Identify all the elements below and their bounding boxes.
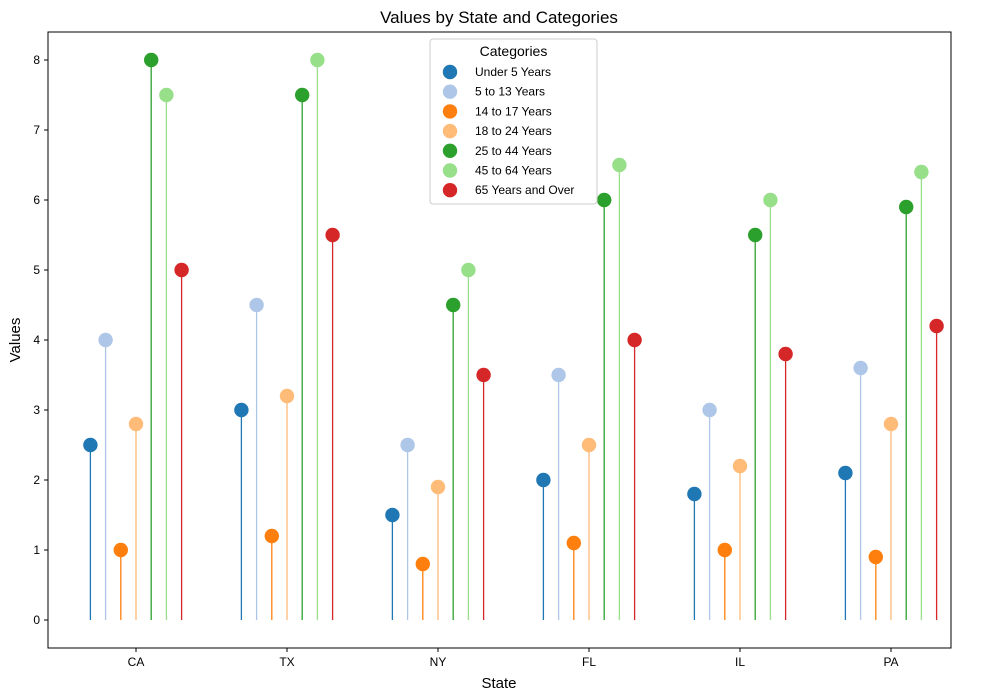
lollipop-point <box>430 479 446 495</box>
legend-label: 18 to 24 Years <box>475 124 552 138</box>
lollipop-point <box>551 367 566 383</box>
y-tick-label: 2 <box>33 473 40 487</box>
lollipop-point <box>385 507 400 523</box>
y-tick-label: 1 <box>33 543 40 557</box>
lollipop-point <box>883 416 899 432</box>
x-tick-label: TX <box>279 655 294 669</box>
legend-marker <box>442 143 458 158</box>
legend-marker <box>442 163 458 178</box>
lollipop-point <box>279 388 295 404</box>
chart-title: Values by State and Categories <box>380 8 618 27</box>
lollipop-point <box>687 486 702 502</box>
lollipop-point <box>536 472 551 488</box>
x-tick-label: NY <box>430 655 447 669</box>
lollipop-point <box>612 157 627 173</box>
lollipop-point <box>581 437 597 453</box>
lollipop-point <box>868 549 883 565</box>
lollipop-point <box>310 52 325 68</box>
lollipop-point <box>159 87 174 103</box>
lollipop-point <box>128 416 144 432</box>
y-tick-label: 3 <box>33 403 40 417</box>
legend-label: 5 to 13 Years <box>475 85 545 99</box>
y-tick-label: 7 <box>33 123 40 137</box>
lollipop-point <box>461 262 476 278</box>
lollipop-point <box>113 542 128 558</box>
x-axis-title: State <box>481 675 516 692</box>
lollipop-point <box>83 437 98 453</box>
x-tick-label: PA <box>883 655 898 669</box>
plot-area: 0 1 2 3 4 5 6 7 8 CA TX NY FL IL PA <box>33 31 952 669</box>
lollipop-point <box>929 318 944 334</box>
y-tick-label: 4 <box>33 333 40 347</box>
y-tick-label: 0 <box>33 613 40 627</box>
legend-label: 14 to 17 Years <box>475 104 552 118</box>
lollipop-point <box>914 164 929 180</box>
lollipop-point <box>853 360 868 376</box>
lollipop-point <box>144 52 159 68</box>
legend-marker <box>442 104 458 119</box>
legend-marker <box>442 64 458 80</box>
lollipop-point <box>778 346 793 362</box>
lollipop-point <box>295 87 310 103</box>
legend-marker <box>442 123 458 139</box>
lollipop-point <box>732 458 748 474</box>
legend-marker <box>442 183 458 198</box>
lollipop-point <box>446 297 461 313</box>
legend-marker <box>442 84 458 99</box>
legend-label: 45 to 64 Years <box>475 164 552 178</box>
y-axis-title: Values <box>7 318 24 363</box>
lollipop-point <box>717 542 732 558</box>
legend: Categories Under 5 Years 5 to 13 Years 14 t… <box>429 38 598 205</box>
lollipop-point <box>899 199 914 215</box>
lollipop-point <box>400 437 415 453</box>
lollipop-point <box>748 227 763 243</box>
lollipop-point <box>763 192 778 208</box>
lollipop-point <box>838 465 853 481</box>
lollipop-point <box>476 367 491 383</box>
lollipop-point <box>264 528 279 544</box>
lollipop-point <box>98 332 113 348</box>
lollipop-point <box>415 556 430 572</box>
legend-frame <box>429 38 598 205</box>
legend-label: 65 Years and Over <box>475 183 574 197</box>
legend-label: Under 5 Years <box>475 65 551 79</box>
y-tick-label: 6 <box>33 193 40 207</box>
lollipop-point <box>597 192 612 208</box>
lollipop-point <box>566 535 581 551</box>
lollipop-point <box>627 332 642 348</box>
legend-label: 25 to 44 Years <box>475 144 552 158</box>
legend-title: Categories <box>480 43 548 59</box>
x-tick-label: CA <box>128 655 145 669</box>
lollipop-point <box>249 297 264 313</box>
x-tick-label: IL <box>735 655 745 669</box>
lollipop-point <box>234 402 249 418</box>
y-tick-label: 5 <box>33 263 40 277</box>
lollipop-point <box>174 262 189 278</box>
lollipop-point <box>325 227 340 243</box>
x-tick-label: FL <box>582 655 596 669</box>
lollipop-point <box>702 402 717 418</box>
y-tick-label: 8 <box>33 53 40 67</box>
